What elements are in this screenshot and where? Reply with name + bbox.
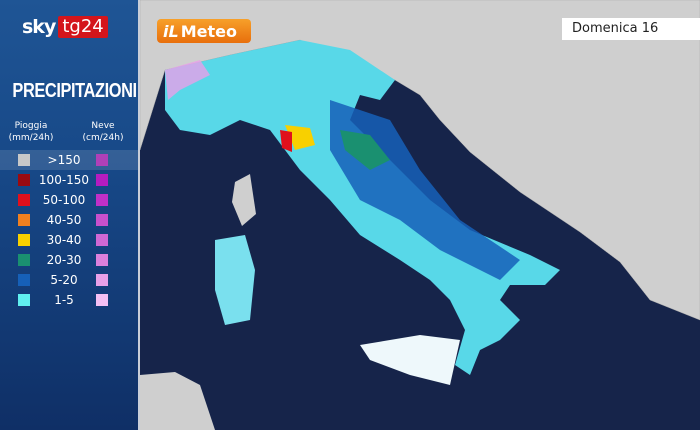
snow-header: Neve (cm/24h) <box>76 120 130 144</box>
legend-row: 1-5 <box>0 290 138 310</box>
legend-range: 20-30 <box>46 253 82 267</box>
panel-title: PRECIPITAZIONI <box>12 80 137 102</box>
rain-20-30-area <box>340 130 390 170</box>
date-label: Domenica 16 <box>562 18 700 40</box>
rain-unit: (mm/24h) <box>8 133 54 143</box>
legend: >150 100-150 50-100 40-50 30-40 20-30 5-… <box>0 150 138 310</box>
italy-mainland <box>165 40 560 375</box>
snow-swatch <box>96 174 108 186</box>
legend-range: 100-150 <box>38 173 90 187</box>
logo-meteo: Meteo <box>180 21 237 41</box>
snow-label: Neve <box>91 121 115 131</box>
rain-swatch <box>18 154 30 166</box>
snow-area <box>165 60 210 100</box>
africa-land <box>140 372 215 430</box>
logo-tg24: tg24 <box>58 16 108 38</box>
logo-sky: sky <box>22 16 56 38</box>
legend-range: 1-5 <box>54 293 74 307</box>
corsica <box>232 174 256 226</box>
legend-range: 30-40 <box>46 233 82 247</box>
sardinia <box>215 235 255 325</box>
snow-swatch <box>96 274 108 286</box>
rain-swatch <box>18 274 30 286</box>
snow-swatch <box>96 214 108 226</box>
snow-swatch <box>96 294 108 306</box>
rain-50-100-area <box>280 130 292 152</box>
legend-row: 40-50 <box>0 210 138 230</box>
sky-tg24-logo: sky tg24 <box>22 16 108 38</box>
legend-panel: sky tg24 PRECIPITAZIONI Pioggia (mm/24h)… <box>0 0 140 430</box>
snow-swatch <box>96 234 108 246</box>
legend-row: 30-40 <box>0 230 138 250</box>
snow-swatch <box>96 254 108 266</box>
legend-range: >150 <box>47 153 81 167</box>
rain-swatch <box>18 214 30 226</box>
rain-swatch <box>18 294 30 306</box>
legend-row: 100-150 <box>0 170 138 190</box>
rain-swatch <box>18 194 30 206</box>
snow-swatch <box>96 154 108 166</box>
legend-range: 5-20 <box>50 273 78 287</box>
sicily <box>360 335 460 385</box>
rain-30-40-area <box>285 125 315 150</box>
legend-row: 5-20 <box>0 270 138 290</box>
rain-swatch <box>18 254 30 266</box>
rain-label: Pioggia <box>14 121 48 131</box>
legend-row: 50-100 <box>0 190 138 210</box>
rain-swatch <box>18 174 30 186</box>
ilmeteo-logo: iL Meteo <box>157 19 251 43</box>
rain-swatch <box>18 234 30 246</box>
logo-il: iL <box>163 21 179 41</box>
rain-header: Pioggia (mm/24h) <box>4 120 58 144</box>
legend-row: >150 <box>0 150 138 170</box>
legend-range: 50-100 <box>42 193 86 207</box>
legend-range: 40-50 <box>46 213 82 227</box>
snow-swatch <box>96 194 108 206</box>
precipitation-map <box>140 0 700 430</box>
snow-unit: (cm/24h) <box>82 133 124 143</box>
legend-row: 20-30 <box>0 250 138 270</box>
